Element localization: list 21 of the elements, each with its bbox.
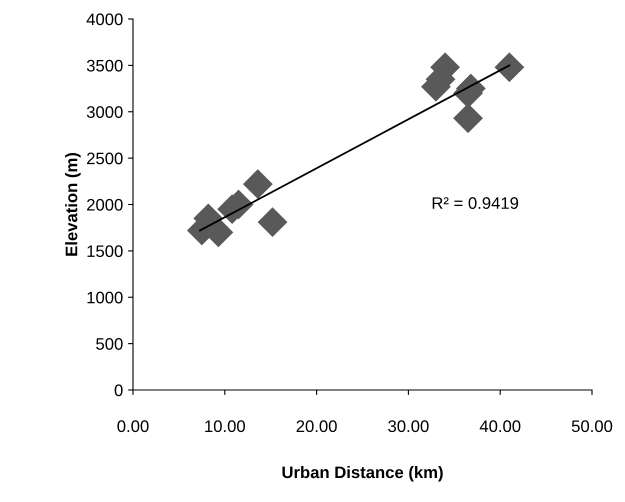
x-tick-label: 0.00: [117, 420, 149, 432]
y-axis-title: Elevation (m): [65, 153, 81, 256]
annotation: R² = 0.9419: [432, 197, 518, 209]
y-tick-label: 2500: [87, 152, 123, 164]
x-tick-label: 30.00: [388, 420, 429, 432]
x-tick-label: 50.00: [572, 420, 612, 432]
y-tick-label: 1500: [87, 245, 123, 258]
y-tick-label: 4000: [86, 13, 123, 26]
y-tick-label: 0: [114, 384, 123, 396]
x-tick-label: 10.00: [205, 420, 246, 432]
y-tick-label: 3000: [86, 106, 123, 118]
x-axis-title: Urban Distance (km): [282, 466, 443, 482]
y-tick-label: 2000: [87, 198, 123, 211]
y-tick-label: 3500: [86, 60, 123, 72]
x-tick-label: 20.00: [296, 420, 337, 432]
point: [258, 207, 288, 238]
y-tick-label: 500: [96, 338, 123, 350]
point: [494, 52, 524, 82]
point: [242, 169, 273, 199]
y-tick-label: 1000: [87, 292, 123, 304]
x-tick-label: 40.00: [480, 420, 520, 432]
